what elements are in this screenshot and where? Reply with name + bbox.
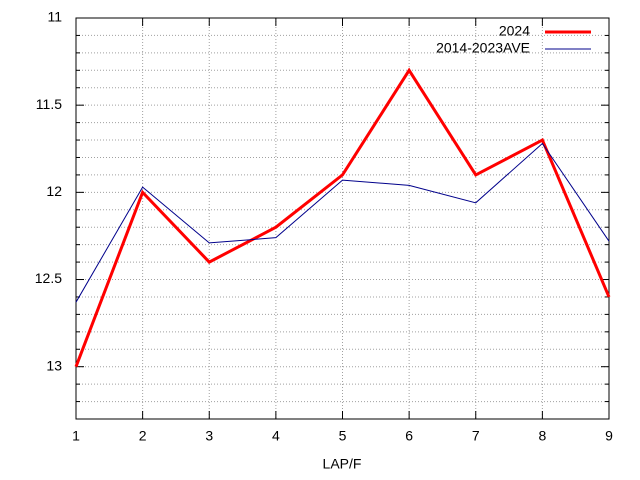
x-tick-label: 7	[472, 428, 480, 444]
legend-label: 2014-2023AVE	[436, 40, 530, 56]
y-tick-label: 12	[46, 183, 62, 199]
x-tick-label: 6	[405, 428, 413, 444]
x-tick-label: 4	[272, 428, 280, 444]
plot-border	[75, 17, 610, 420]
x-axis-label: LAP/F	[323, 456, 362, 472]
x-tick-label: 5	[339, 428, 347, 444]
legend-label: 2024	[499, 23, 530, 39]
data-line	[75, 142, 610, 303]
y-tick-label: 11.5	[36, 96, 62, 112]
x-tick-label: 8	[538, 428, 546, 444]
x-tick-label: 3	[205, 428, 213, 444]
x-tick-label: 2	[139, 428, 147, 444]
x-tick-label: 1	[72, 428, 80, 444]
y-tick-label: 11	[47, 9, 62, 25]
data-line	[74, 67, 611, 368]
x-tick-label: 9	[605, 428, 613, 444]
y-tick-label: 12.5	[35, 270, 62, 286]
y-tick-label: 13	[46, 357, 62, 373]
